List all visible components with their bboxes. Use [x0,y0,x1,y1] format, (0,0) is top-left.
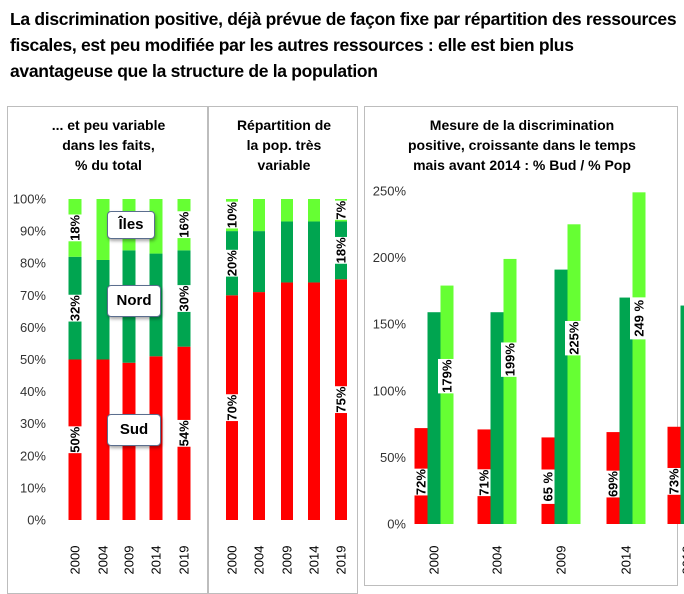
callout-nord: Nord [107,285,161,317]
ratio-title-line: mais avant 2014 : % Bud / % Pop [413,157,631,173]
budget-share-title: ... et peu variable dans les faits, % du… [8,115,209,175]
callout-sud: Sud [107,414,161,446]
ratio-title: Mesure de la discrimination positive, cr… [365,115,679,175]
page-title: La discrimination positive, déjà prévue … [10,9,677,81]
budget-share-title-line: dans les faits, [62,137,155,153]
budget-share-title-line: ... et peu variable [51,117,166,133]
population-share-title-line: Répartition de [236,117,332,133]
population-share-title: Répartition de la pop. très variable [209,115,359,175]
ratio-bar-nord [680,305,684,524]
ratio-title-line: positive, croissante dans le temps [408,137,636,153]
callout-iles: Îles [107,211,155,239]
ratio-panel: Mesure de la discrimination positive, cr… [364,106,678,586]
population-share-title-line: variable [257,157,311,173]
budget-share-panel: ... et peu variable dans les faits, % du… [7,106,208,594]
ratio-x-tick: 2019 [680,546,684,575]
population-share-title-line: la pop. très [246,137,322,153]
population-share-panel: Répartition de la pop. très variable [208,106,358,594]
ratio-title-line: Mesure de la discrimination [429,117,615,133]
budget-share-title-line: % du total [75,157,142,173]
